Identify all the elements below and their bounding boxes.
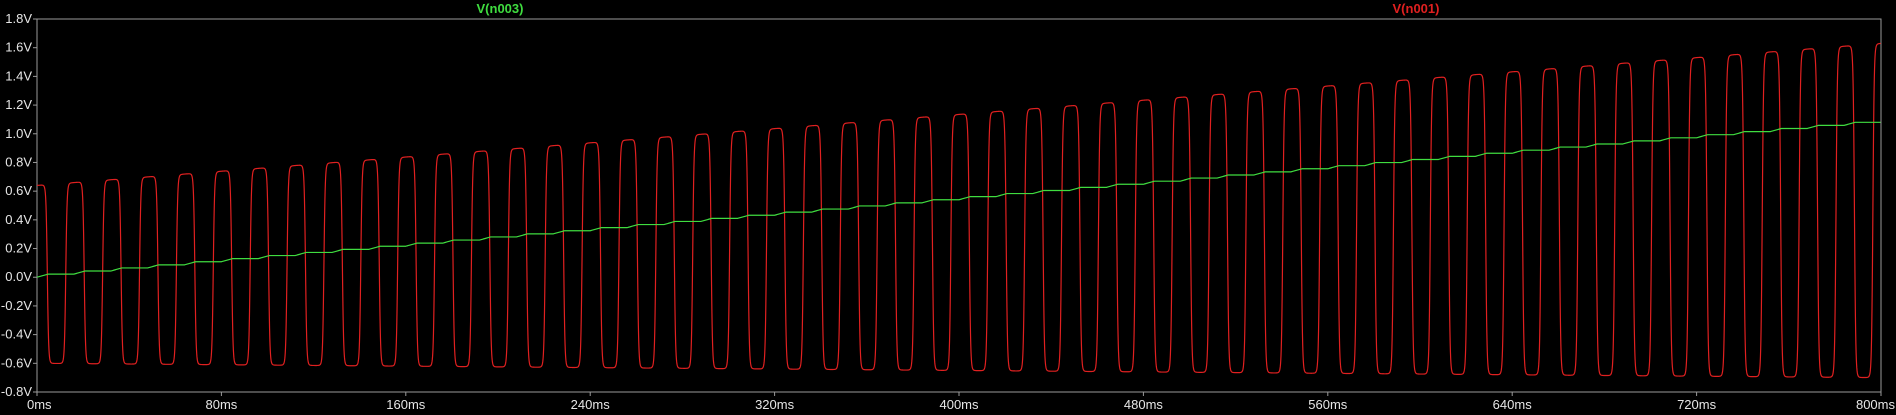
legend: V(n003) V(n001) <box>477 1 1440 16</box>
y-tick-label: -0.2V <box>1 298 32 313</box>
y-tick-label: -0.6V <box>1 355 32 370</box>
y-tick-label: 0.0V <box>5 269 32 284</box>
x-tick-label: 160ms <box>386 397 426 412</box>
x-tick-label: 800ms <box>1856 397 1896 412</box>
y-tick-label: 1.4V <box>5 68 32 83</box>
legend-label-v-n001: V(n001) <box>1393 1 1440 16</box>
y-axis: -0.8V -0.6V -0.4V -0.2V 0.0V 0.2V 0.4V 0.6V 0.8V… <box>1 11 37 399</box>
y-tick-label: 1.6V <box>5 40 32 55</box>
y-tick-label: -0.8V <box>1 384 32 399</box>
series-line-v-n003 <box>36 121 1881 278</box>
x-tick-label: 0ms <box>27 397 52 412</box>
x-tick-label: 640ms <box>1493 397 1533 412</box>
x-axis: 0ms 80ms 160ms 240ms 320ms 400ms 480ms 560ms 640… <box>27 392 1895 412</box>
x-tick-label: 320ms <box>755 397 795 412</box>
series-line-v-n001 <box>36 42 1881 379</box>
x-tick-label: 400ms <box>939 397 979 412</box>
y-tick-label: 0.4V <box>5 212 32 227</box>
legend-label-v-n003: V(n003) <box>477 1 524 16</box>
x-tick-label: 720ms <box>1677 397 1717 412</box>
y-tick-label: -0.4V <box>1 327 32 342</box>
y-tick-label: 1.2V <box>5 97 32 112</box>
x-tick-label: 560ms <box>1308 397 1348 412</box>
x-tick-label: 480ms <box>1124 397 1164 412</box>
x-tick-label: 80ms <box>206 397 238 412</box>
plot-area-frame <box>36 18 1882 393</box>
y-tick-label: 1.0V <box>5 126 32 141</box>
y-tick-label: 0.6V <box>5 183 32 198</box>
y-tick-label: 0.8V <box>5 154 32 169</box>
x-tick-label: 240ms <box>571 397 611 412</box>
y-tick-label: 1.8V <box>5 11 32 26</box>
y-tick-label: 0.2V <box>5 241 32 256</box>
series-layer <box>36 42 1881 379</box>
